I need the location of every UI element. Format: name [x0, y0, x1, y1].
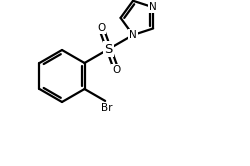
Text: O: O: [112, 65, 120, 75]
Text: N: N: [129, 30, 137, 40]
Text: N: N: [149, 2, 157, 12]
Text: S: S: [104, 42, 113, 55]
Text: O: O: [97, 23, 105, 33]
Text: Br: Br: [102, 103, 113, 113]
